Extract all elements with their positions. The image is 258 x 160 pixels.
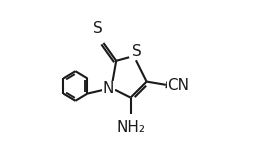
Text: S: S (132, 44, 142, 59)
Text: CN: CN (167, 78, 189, 93)
Text: NH₂: NH₂ (116, 120, 145, 135)
Text: N: N (103, 81, 114, 96)
Text: S: S (93, 20, 103, 36)
